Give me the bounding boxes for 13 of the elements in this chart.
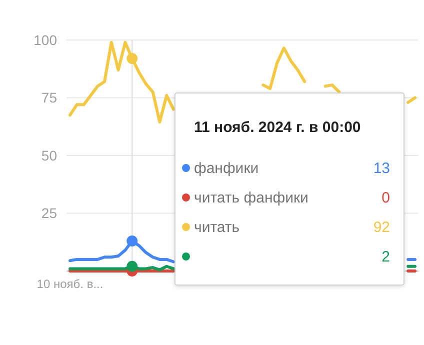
annotation: 11 нояб. 2024 г. в 00:00: [194, 119, 361, 136]
y-tick-label: 25: [41, 205, 58, 222]
y-tick-label: 75: [41, 90, 58, 106]
y-tick-label: 100: [34, 32, 58, 48]
legend-label: читать: [194, 219, 240, 236]
annotation: 13: [373, 160, 390, 177]
legend-label: читать фанфики: [194, 190, 308, 206]
y-tick-label: 50: [41, 147, 58, 164]
x-tick-label: 10 нояб. в...: [36, 277, 104, 291]
annotation: 2: [382, 248, 390, 266]
annotation: 0: [382, 190, 390, 206]
legend-label: фанфики: [194, 160, 259, 177]
annotation: 92: [373, 219, 390, 236]
